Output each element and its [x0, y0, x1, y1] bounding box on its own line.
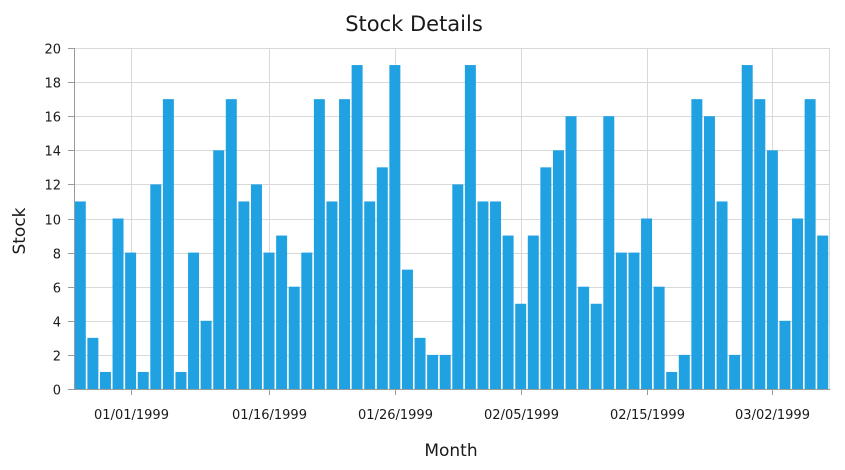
bar [540, 167, 552, 389]
bar [515, 303, 527, 389]
bar [87, 337, 99, 389]
bar [477, 201, 489, 389]
x-tick-labels: 01/01/1999 01/16/1999 01/26/1999 02/05/1999… [94, 408, 810, 423]
bar [804, 99, 816, 390]
bar [125, 252, 137, 389]
bar [703, 116, 715, 389]
bar [414, 337, 426, 389]
bar [376, 167, 388, 389]
y-tick-label: 4 [53, 316, 61, 331]
bar [641, 218, 653, 389]
bar [691, 99, 703, 390]
bar [301, 252, 313, 389]
x-tick-label: 01/16/1999 [232, 408, 307, 423]
bar [779, 320, 791, 389]
bar [238, 201, 250, 389]
bar [200, 320, 212, 389]
y-axis-title: Stock [10, 207, 30, 254]
bar [263, 252, 275, 389]
bar [250, 184, 262, 389]
x-tick-label: 02/05/1999 [484, 408, 559, 423]
bar [162, 99, 174, 390]
y-tick-label: 2 [53, 350, 61, 365]
bar [666, 371, 678, 389]
bar [175, 371, 187, 389]
bar [276, 235, 288, 389]
bar [351, 65, 363, 390]
bar [578, 286, 590, 389]
y-tick-label: 10 [44, 214, 61, 229]
bar [389, 65, 401, 390]
bar [137, 371, 149, 389]
bar [741, 65, 753, 390]
y-tick-labels: 0 2 4 6 8 10 12 14 16 18 20 [44, 43, 61, 399]
bar [754, 99, 766, 390]
bar [792, 218, 804, 389]
bar [339, 99, 351, 390]
x-tick-label: 01/01/1999 [94, 408, 169, 423]
bar [502, 235, 514, 389]
bar [401, 269, 413, 389]
x-tick-label: 02/15/1999 [610, 408, 685, 423]
bar [99, 371, 111, 389]
bar [817, 235, 829, 389]
bar [74, 201, 86, 389]
chart-title: Stock Details [345, 12, 483, 36]
bar [364, 201, 376, 389]
y-tick-label: 0 [53, 384, 61, 399]
bar [326, 201, 338, 389]
bar [452, 184, 464, 389]
bars-layer [74, 65, 829, 390]
y-tick-label: 8 [53, 248, 61, 263]
bar [552, 150, 564, 389]
bar [678, 354, 690, 389]
bar [766, 150, 778, 389]
axes-layer [68, 48, 830, 395]
bar [150, 184, 162, 389]
y-tick-label: 18 [44, 77, 61, 92]
y-tick-label: 14 [44, 145, 61, 160]
bar [628, 252, 640, 389]
bar [288, 286, 300, 389]
grid-layer [74, 48, 830, 390]
x-tick-label: 01/26/1999 [358, 408, 433, 423]
y-tick-label: 16 [44, 111, 61, 126]
bar [464, 65, 476, 390]
x-tick-label: 03/02/1999 [735, 408, 810, 423]
bar [313, 99, 325, 390]
y-tick-label: 12 [44, 179, 61, 194]
bar [112, 218, 124, 389]
x-axis-title: Month [424, 441, 477, 461]
bar [565, 116, 577, 389]
bar [716, 201, 728, 389]
bar [603, 116, 615, 389]
bar [213, 150, 225, 389]
bar [590, 303, 602, 389]
bar [439, 354, 451, 389]
bar [615, 252, 627, 389]
bar [527, 235, 539, 389]
bar [225, 99, 237, 390]
bar [729, 354, 741, 389]
y-tick-label: 6 [53, 282, 61, 297]
bar [653, 286, 665, 389]
bar [188, 252, 200, 389]
y-tick-label: 20 [44, 43, 61, 58]
bar [427, 354, 439, 389]
bar [490, 201, 502, 389]
